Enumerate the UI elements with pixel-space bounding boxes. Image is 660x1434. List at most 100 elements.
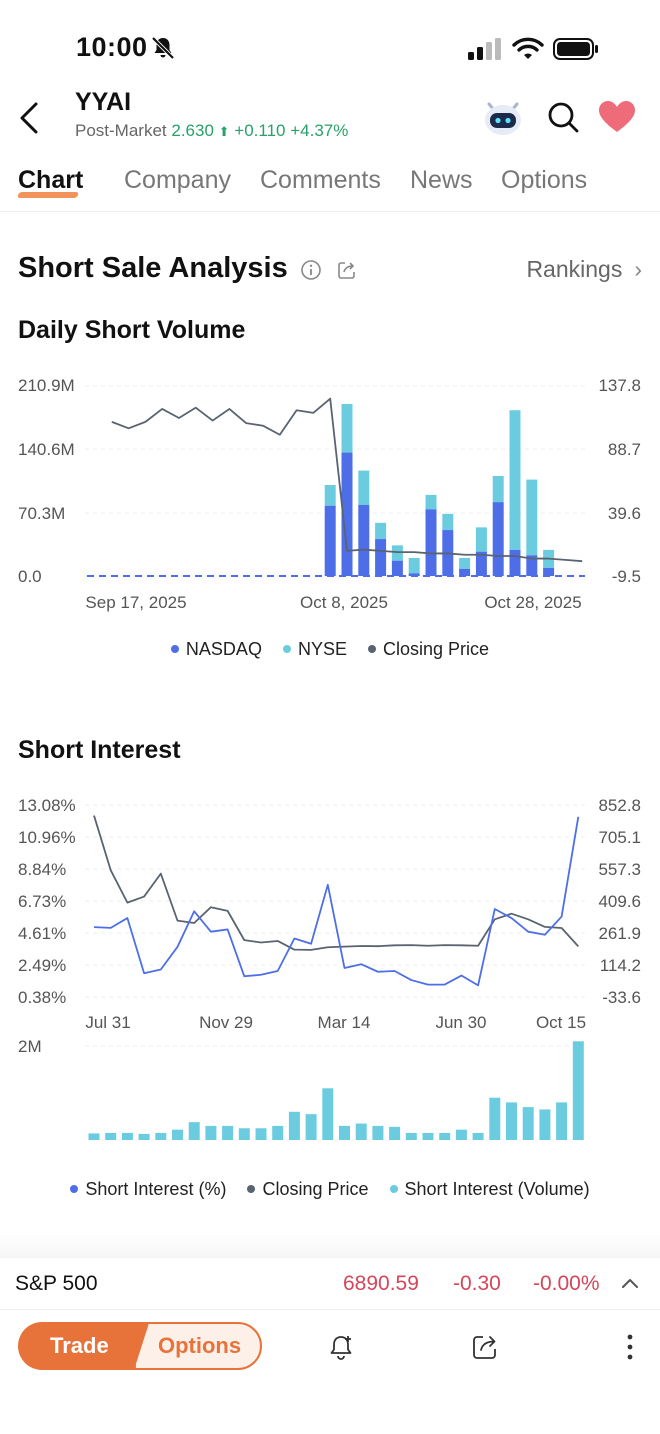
price-dot-icon xyxy=(247,1185,256,1194)
chart2-left-tick: 0.38% xyxy=(18,988,66,1007)
chart1-left-tick: 0.0 xyxy=(18,567,42,586)
chart1-right-tick: 39.6 xyxy=(608,504,641,523)
short-interest-volume-bar xyxy=(389,1126,401,1140)
status-time: 10:00 xyxy=(76,32,148,62)
wifi-icon xyxy=(512,37,544,59)
short-interest-chart: 13.08% 10.96% 8.84% 6.73% 4.61% 2.49% 0.… xyxy=(18,796,641,1140)
legend-short-interest-volume[interactable]: Short Interest (Volume) xyxy=(389,1179,590,1200)
options-button[interactable]: Options xyxy=(134,1322,262,1370)
tab-company[interactable]: Company xyxy=(124,166,231,194)
search-icon[interactable] xyxy=(546,100,580,134)
nasdaq-bar xyxy=(425,509,437,576)
trade-button[interactable]: Trade xyxy=(18,1322,150,1370)
status-bar: 10:00 xyxy=(0,0,660,96)
nasdaq-dot-icon xyxy=(170,645,179,654)
up-arrow-icon: ⬆ xyxy=(218,124,230,139)
chart1-right-tick: -9.5 xyxy=(612,567,641,586)
short-interest-volume-bar xyxy=(339,1125,350,1140)
volume-dot-icon xyxy=(389,1185,398,1194)
nyse-bar xyxy=(459,557,471,569)
short-interest-volume-bar xyxy=(238,1128,250,1140)
nasdaq-bar xyxy=(475,551,487,576)
short-interest-volume-bar xyxy=(205,1125,217,1140)
nyse-bar xyxy=(324,485,336,506)
tab-options[interactable]: Options xyxy=(501,166,588,194)
chart1-right-tick: 88.7 xyxy=(608,440,641,459)
daily-short-volume-title: Daily Short Volume xyxy=(18,316,246,344)
chart2-x-label: Mar 14 xyxy=(318,1013,371,1032)
short-interest-volume-bar xyxy=(539,1109,551,1140)
chart2-right-tick: 852.8 xyxy=(598,796,641,815)
ai-assistant-robot-icon[interactable] xyxy=(480,96,526,138)
legend-nyse[interactable]: NYSE xyxy=(282,639,347,660)
short-interest-volume-bar xyxy=(88,1133,100,1140)
chart2-right-tick: 114.2 xyxy=(600,956,641,975)
post-market-quote: Post-Market 2.630 ⬆ +0.110 +4.37% xyxy=(75,121,348,141)
nasdaq-bar xyxy=(358,504,370,576)
chart1-left-tick: 70.3M xyxy=(18,504,65,523)
chart2-left-tick: 6.73% xyxy=(18,892,66,911)
legend-label: Closing Price xyxy=(383,639,490,659)
legend-short-interest-pct[interactable]: Short Interest (%) xyxy=(70,1179,226,1200)
legend-label: Closing Price xyxy=(262,1179,369,1199)
tab-bar: Chart Company Comments News Options xyxy=(0,160,660,212)
price-dot-icon xyxy=(368,645,377,654)
legend-label: NYSE xyxy=(297,639,347,659)
tab-chart[interactable]: Chart xyxy=(18,166,84,194)
more-options-icon[interactable] xyxy=(618,1332,642,1362)
tab-news[interactable]: News xyxy=(410,166,473,194)
nasdaq-bar xyxy=(526,555,538,576)
legend-nasdaq[interactable]: NASDAQ xyxy=(170,639,262,660)
chart2-volume-tick: 2M xyxy=(18,1037,42,1056)
tab-comments[interactable]: Comments xyxy=(260,166,381,194)
legend-label: Short Interest (%) xyxy=(85,1179,227,1199)
info-icon[interactable] xyxy=(300,259,322,281)
nasdaq-bar xyxy=(543,567,555,576)
legend-closing-price[interactable]: Closing Price xyxy=(368,639,489,660)
share-icon[interactable] xyxy=(470,1332,500,1362)
short-interest-volume-bar xyxy=(121,1132,133,1140)
chart1-price-line xyxy=(111,397,583,563)
chevron-up-icon[interactable] xyxy=(620,1274,640,1294)
chart1-x-label: Oct 28, 2025 xyxy=(484,593,581,612)
chart1-legend: NASDAQ NYSE Closing Price xyxy=(0,639,660,660)
nyse-bar xyxy=(425,494,437,510)
nasdaq-bar xyxy=(509,549,521,576)
back-button[interactable] xyxy=(14,98,46,138)
post-market-change: +0.110 xyxy=(234,121,286,140)
nasdaq-bar xyxy=(324,505,336,576)
chart1-left-tick: 140.6M xyxy=(18,440,75,459)
short-interest-volume-bar xyxy=(105,1132,117,1140)
short-interest-title: Short Interest xyxy=(18,736,181,764)
nasdaq-bar xyxy=(459,568,471,576)
short-interest-volume-bar xyxy=(572,1041,584,1140)
nyse-bar xyxy=(492,476,504,503)
chart2-volume-bars xyxy=(88,1041,584,1140)
nyse-dot-icon xyxy=(282,645,291,654)
chart2-right-tick: 261.9 xyxy=(598,924,641,943)
chart2-x-label: Oct 15 xyxy=(536,1013,586,1032)
share-icon[interactable] xyxy=(336,259,358,281)
section-title: Short Sale Analysis xyxy=(18,252,288,284)
closing-price-line xyxy=(93,815,579,951)
index-ticker-bar[interactable]: S&P 500 6890.59 -0.30 -0.00% xyxy=(0,1258,660,1310)
nyse-bar xyxy=(341,403,353,453)
index-change: -0.30 xyxy=(453,1272,501,1295)
nyse-bar xyxy=(408,557,420,574)
closing-price-line xyxy=(111,397,583,563)
rankings-link[interactable]: Rankings › xyxy=(526,256,642,283)
chevron-right-icon: › xyxy=(634,256,642,282)
short-interest-volume-bar xyxy=(272,1125,284,1140)
short-interest-volume-bar xyxy=(556,1102,568,1140)
short-interest-volume-bar xyxy=(506,1102,517,1140)
chart2-x-label: Nov 29 xyxy=(199,1013,253,1032)
short-interest-dot-icon xyxy=(70,1185,79,1194)
price-alert-bell-icon[interactable] xyxy=(326,1332,356,1362)
nasdaq-bar xyxy=(391,560,403,576)
stock-header: YYAI Post-Market 2.630 ⬆ +0.110 +4.37% xyxy=(0,80,660,150)
chart2-x-label: Jul 31 xyxy=(85,1013,130,1032)
watchlist-heart-icon[interactable] xyxy=(598,100,636,134)
legend-closing-price[interactable]: Closing Price xyxy=(247,1179,369,1200)
short-interest-volume-bar xyxy=(405,1132,417,1140)
short-sale-section-header: Short Sale Analysis Rankings › xyxy=(0,246,660,296)
